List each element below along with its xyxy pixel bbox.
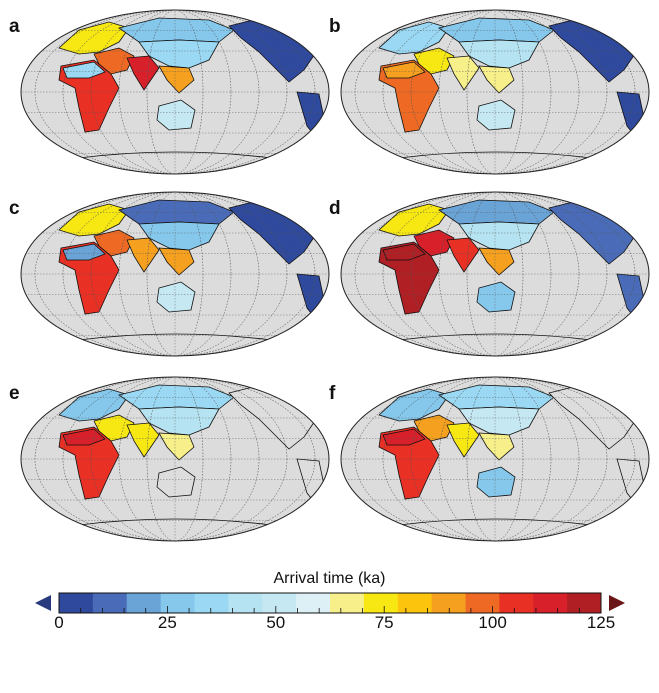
- region-india: [126, 237, 160, 273]
- region-australia: [476, 99, 516, 131]
- colorbar-tick-label: 100: [478, 613, 507, 632]
- colorbar-bin: [499, 593, 534, 613]
- colorbar-bin: [465, 593, 500, 613]
- region-australia: [156, 466, 196, 498]
- panel-label: a: [9, 16, 20, 37]
- colorbar-bin: [330, 593, 365, 613]
- region-australia: [156, 99, 196, 131]
- region-easia: [138, 39, 220, 69]
- colorbar-tick-label: 125: [586, 613, 616, 632]
- region-easia: [458, 39, 540, 69]
- colorbar-bin: [363, 593, 399, 613]
- region-easia: [458, 406, 540, 436]
- region-seasia: [478, 432, 515, 461]
- region-easia: [138, 221, 220, 251]
- colorbar-over-arrow: [609, 595, 625, 611]
- colorbar: [35, 592, 625, 614]
- colorbar-bin: [262, 593, 297, 613]
- region-india: [446, 237, 480, 273]
- region-europe: [58, 21, 130, 55]
- map-panel-c: [20, 191, 330, 357]
- colorbar-tick-label: 75: [374, 613, 394, 632]
- colorbar-bin: [194, 593, 229, 613]
- region-sahara: [382, 61, 426, 79]
- panel-label: e: [9, 383, 20, 404]
- region-easia: [458, 221, 540, 251]
- colorbar-tick-label: 50: [266, 613, 286, 632]
- map-panel-f: [340, 376, 650, 542]
- panel-label: c: [9, 198, 20, 219]
- colorbar-bin: [92, 593, 128, 613]
- region-europe: [378, 203, 450, 237]
- colorbar-under-arrow: [35, 595, 51, 611]
- colorbar-bin: [228, 593, 263, 613]
- region-seasia: [478, 247, 515, 276]
- colorbar-tick-label: 0: [54, 613, 64, 632]
- region-europe: [58, 388, 130, 422]
- region-sahara: [62, 428, 106, 446]
- region-india: [126, 55, 160, 91]
- colorbar-bin: [126, 593, 162, 613]
- region-europe: [378, 388, 450, 422]
- region-seasia: [158, 65, 195, 94]
- colorbar-bin: [397, 593, 433, 613]
- colorbar-tick-label: 25: [157, 613, 177, 632]
- region-europe: [58, 203, 130, 237]
- map-panel-d: [340, 191, 650, 357]
- region-sahara: [382, 243, 426, 261]
- region-seasia: [158, 432, 195, 461]
- map-panel-e: [20, 376, 330, 542]
- colorbar-bin: [296, 593, 331, 613]
- colorbar-title: Arrival time (ka): [273, 570, 386, 587]
- region-australia: [476, 281, 516, 313]
- region-sahara: [382, 428, 426, 446]
- region-seasia: [158, 247, 195, 276]
- region-india: [446, 422, 480, 458]
- colorbar-bin: [431, 593, 466, 613]
- colorbar-bin: [160, 593, 195, 613]
- region-india: [446, 55, 480, 91]
- region-australia: [156, 281, 196, 313]
- colorbar-bin: [567, 593, 602, 613]
- colorbar-bin: [533, 593, 568, 613]
- region-sahara: [62, 61, 106, 79]
- region-australia: [476, 466, 516, 498]
- colorbar-bin: [59, 593, 94, 613]
- region-seasia: [478, 65, 515, 94]
- map-panel-a: [20, 9, 330, 175]
- region-india: [126, 422, 160, 458]
- region-easia: [138, 406, 220, 436]
- panel-label: f: [329, 383, 336, 404]
- panel-label: b: [329, 16, 341, 37]
- region-europe: [378, 21, 450, 55]
- map-panel-b: [340, 9, 650, 175]
- region-sahara: [62, 243, 106, 261]
- panel-label: d: [329, 198, 341, 219]
